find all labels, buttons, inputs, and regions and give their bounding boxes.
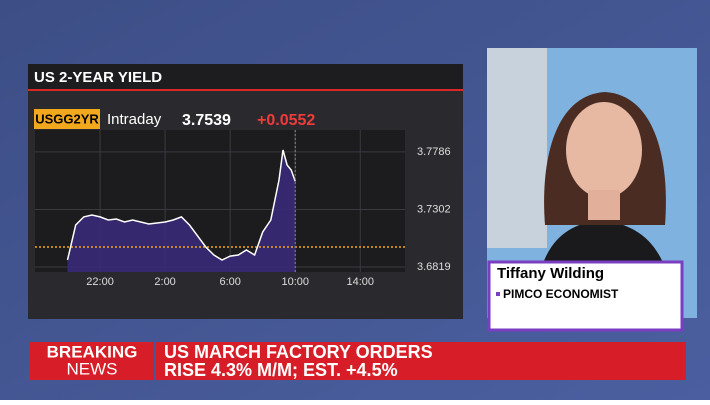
title-bar xyxy=(28,64,463,90)
area xyxy=(67,150,296,272)
period: Intraday xyxy=(107,111,162,128)
headline: RISE 4.3% M/M; EST. +4.5% xyxy=(164,360,398,380)
ticker-box xyxy=(34,109,100,129)
breaking-label: BREAKING xyxy=(47,342,138,361)
bullet xyxy=(496,292,500,296)
x-tick-label: 2:00 xyxy=(154,276,175,288)
headline-box xyxy=(156,342,686,380)
title-rule xyxy=(28,89,463,91)
x-tick-label: 10:00 xyxy=(281,276,309,288)
x-tick-label: 6:00 xyxy=(219,276,240,288)
guest-role: PIMCO ECONOMIST xyxy=(503,287,619,301)
y-tick-label: 3.7786 xyxy=(417,146,451,158)
building xyxy=(487,48,547,248)
breaking-box xyxy=(30,342,154,380)
line xyxy=(66,149,296,261)
x-tick-label: 22:00 xyxy=(86,276,114,288)
person-neck xyxy=(588,190,620,220)
name-box xyxy=(487,260,684,332)
y-tick-label: 3.6819 xyxy=(417,261,451,273)
person-face xyxy=(566,102,642,198)
chart-title: US 2-YEAR YIELD xyxy=(34,69,162,86)
y-tick-label: 3.7302 xyxy=(417,203,451,215)
ticker: USGG2YR xyxy=(35,111,99,126)
last-value: 3.7539 xyxy=(182,112,231,129)
headline: US MARCH FACTORY ORDERS xyxy=(164,342,433,362)
change: +0.0552 xyxy=(257,112,315,129)
x-tick-label: 14:00 xyxy=(347,276,375,288)
guest-name: Tiffany Wilding xyxy=(497,265,604,282)
news-label: NEWS xyxy=(67,359,118,378)
plot: 22:00 2:00 6:00 10:00 14:00 3.6819 3.7302 3.778… xyxy=(35,130,451,288)
